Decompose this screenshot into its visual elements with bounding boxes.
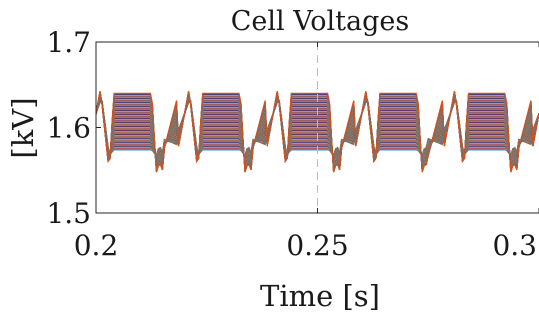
x-tick-label: 0.3: [492, 229, 537, 262]
y-axis-label: [kV]: [6, 97, 40, 158]
y-tick-label: 1.7: [46, 26, 91, 59]
chart-title: Cell Voltages: [231, 6, 409, 37]
x-tick-label: 0.25: [286, 229, 348, 262]
cell-voltage-series: [96, 91, 539, 173]
x-tick-label: 0.2: [74, 229, 119, 262]
axis-ticks: 0.2 0.25 0.3 1.5 1.6 1.7: [46, 26, 539, 262]
y-tick-label: 1.6: [46, 112, 91, 145]
x-axis-label: Time [s]: [260, 279, 380, 313]
y-tick-label: 1.5: [46, 197, 91, 230]
